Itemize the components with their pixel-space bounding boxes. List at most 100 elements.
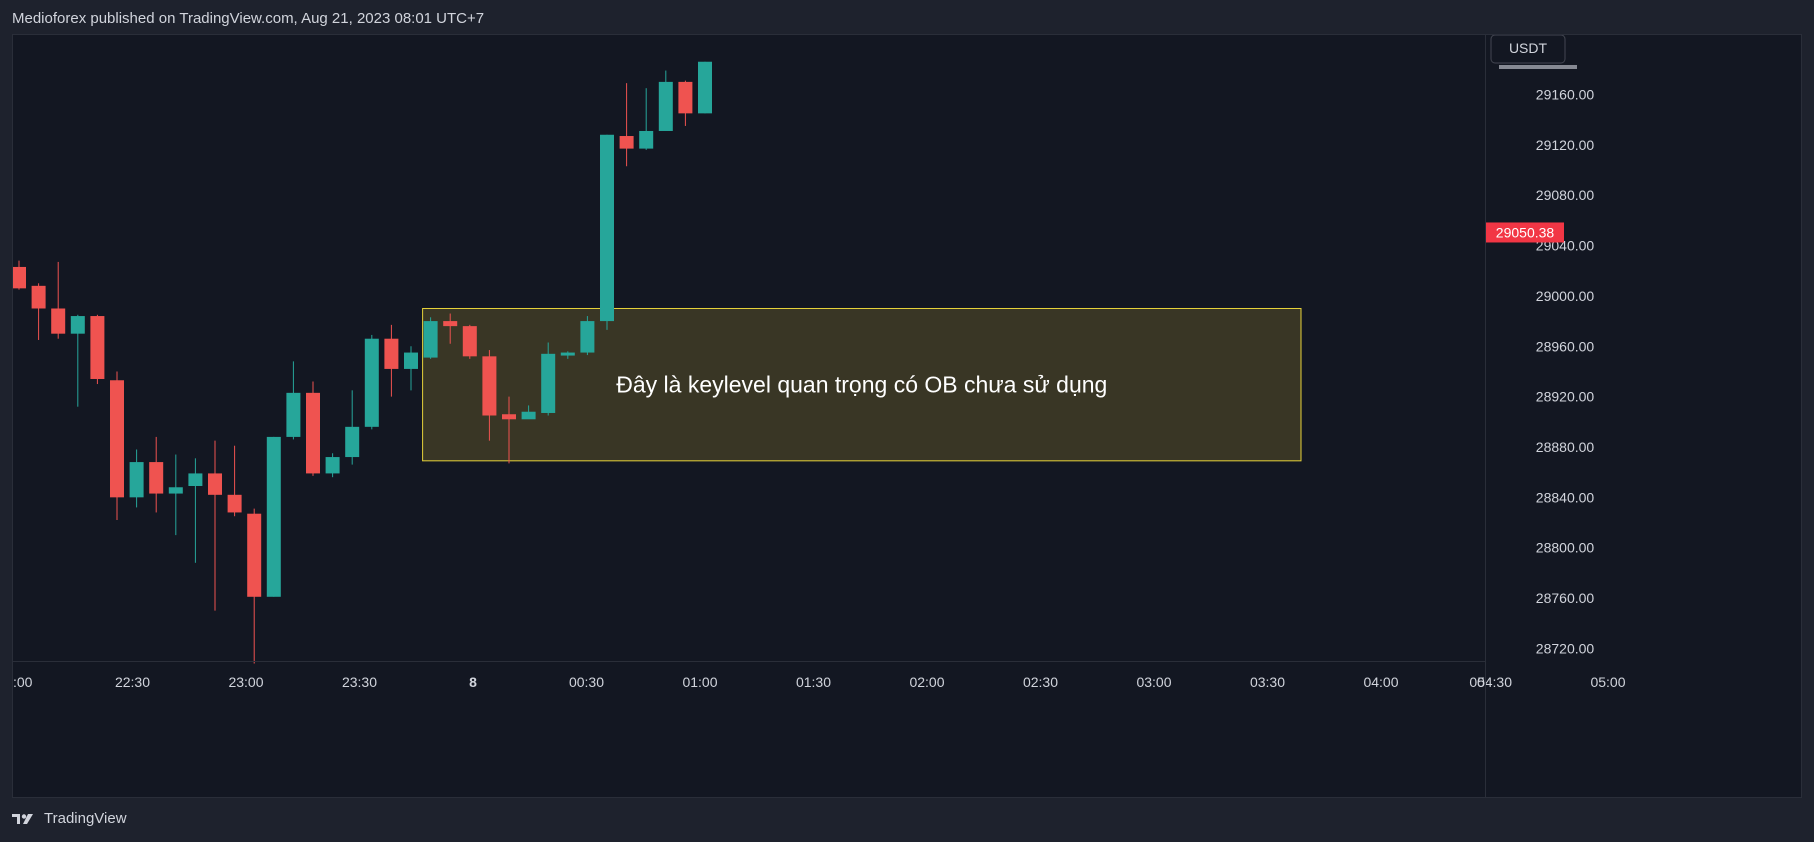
candle[interactable]: [698, 61, 712, 114]
candle-body: [560, 352, 575, 356]
currency-button-label: USDT: [1509, 40, 1548, 56]
y-tick-label: 28880.00: [1536, 439, 1595, 455]
candle-body: [306, 392, 320, 474]
candle[interactable]: [110, 371, 124, 520]
candle[interactable]: [129, 449, 144, 508]
currency-button[interactable]: USDT: [1490, 34, 1566, 64]
y-tick-label: 29120.00: [1536, 137, 1595, 153]
candle[interactable]: [31, 283, 46, 340]
x-tick-label: 00:30: [569, 674, 604, 690]
candle-body: [51, 308, 66, 334]
x-tick-label: 01:00: [682, 674, 717, 690]
candle-body: [600, 134, 614, 322]
candle-body: [639, 130, 654, 149]
candle-body: [698, 61, 712, 114]
x-tick-label: 03:00: [1136, 674, 1171, 690]
last-price-label: 29050.38: [1486, 222, 1564, 243]
chart-container[interactable]: Đây là keylevel quan trọng có OB chưa sử…: [12, 34, 1802, 798]
candle[interactable]: [149, 436, 164, 513]
candle[interactable]: [600, 134, 614, 330]
candle-body: [678, 81, 693, 114]
candlestick-chart[interactable]: Đây là keylevel quan trọng có OB chưa sử…: [12, 34, 1801, 797]
candle-body: [70, 316, 85, 334]
candle[interactable]: [443, 313, 458, 344]
candle-body: [286, 392, 301, 437]
x-tick-label: 8: [469, 674, 477, 690]
candle-body: [266, 436, 281, 597]
candle-body: [90, 316, 105, 379]
candle-body: [149, 462, 164, 494]
candle[interactable]: [51, 261, 66, 339]
candle[interactable]: [384, 324, 399, 397]
candle-body: [619, 136, 634, 149]
candle[interactable]: [658, 70, 673, 131]
candle[interactable]: [423, 317, 438, 359]
y-tick-label: 29160.00: [1536, 86, 1595, 102]
candle[interactable]: [168, 454, 183, 536]
candle-body: [462, 326, 477, 357]
last-price-label-text: 29050.38: [1496, 224, 1555, 240]
candle-body: [364, 338, 379, 427]
candle[interactable]: [541, 342, 556, 416]
x-tick-label: 02:30: [1023, 674, 1058, 690]
candle[interactable]: [619, 83, 634, 167]
candle-body: [208, 473, 222, 495]
y-tick-label: 28920.00: [1536, 389, 1595, 405]
y-tick-label: 28800.00: [1536, 540, 1595, 556]
x-tick-label: :00: [13, 674, 33, 690]
candle-body: [482, 356, 497, 416]
candle-body: [188, 473, 203, 487]
candle[interactable]: [306, 381, 320, 476]
x-tick-label: 22:30: [115, 674, 150, 690]
candle-body: [31, 285, 46, 309]
candle[interactable]: [12, 260, 26, 290]
candle[interactable]: [325, 453, 340, 478]
candle[interactable]: [639, 88, 654, 150]
candle[interactable]: [482, 350, 497, 441]
x-tick-label: 01:30: [796, 674, 831, 690]
candle[interactable]: [580, 316, 595, 356]
candle-body: [325, 457, 340, 474]
candle-body: [580, 321, 595, 353]
candle[interactable]: [286, 361, 301, 440]
candle-body: [658, 81, 673, 131]
candle[interactable]: [404, 346, 418, 391]
candle[interactable]: [521, 405, 536, 420]
y-tick-label: 28840.00: [1536, 489, 1595, 505]
candle[interactable]: [502, 396, 516, 464]
candle[interactable]: [345, 390, 360, 465]
candle[interactable]: [227, 445, 242, 517]
candle[interactable]: [364, 334, 379, 430]
candle-body: [502, 414, 516, 420]
y-tick-label: 28720.00: [1536, 640, 1595, 656]
candle[interactable]: [560, 351, 575, 359]
candle[interactable]: [90, 314, 105, 385]
candle[interactable]: [247, 508, 262, 664]
candle[interactable]: [266, 436, 281, 597]
candle[interactable]: [208, 440, 222, 611]
tradingview-logo-icon: [12, 813, 33, 824]
footer-brand-label: TradingView: [44, 810, 127, 827]
candle-body: [227, 494, 242, 513]
candle[interactable]: [70, 314, 85, 407]
candle-body: [423, 321, 438, 358]
price-scale-handle[interactable]: [1499, 65, 1577, 69]
candle-body: [521, 411, 536, 420]
x-tick-label: 23:00: [228, 674, 263, 690]
key-level-note: Đây là keylevel quan trọng có OB chưa sử…: [616, 372, 1107, 398]
candle-body: [404, 352, 418, 369]
candle-body: [129, 462, 144, 498]
candle[interactable]: [188, 458, 203, 563]
x-tick-label: 23:30: [342, 674, 377, 690]
footer-brand[interactable]: TradingView: [12, 810, 127, 827]
candle-body: [247, 513, 262, 597]
x-tick-label: 04:00: [1363, 674, 1398, 690]
candle[interactable]: [678, 80, 693, 126]
key-level-zone[interactable]: [422, 307, 1302, 462]
publish-attribution: Medioforex published on TradingView.com,…: [12, 10, 485, 27]
candle[interactable]: [462, 324, 477, 359]
candle-body: [541, 353, 556, 413]
currency-button-frame: [1490, 34, 1566, 64]
y-tick-label: 28960.00: [1536, 338, 1595, 354]
candle-body: [384, 338, 399, 369]
